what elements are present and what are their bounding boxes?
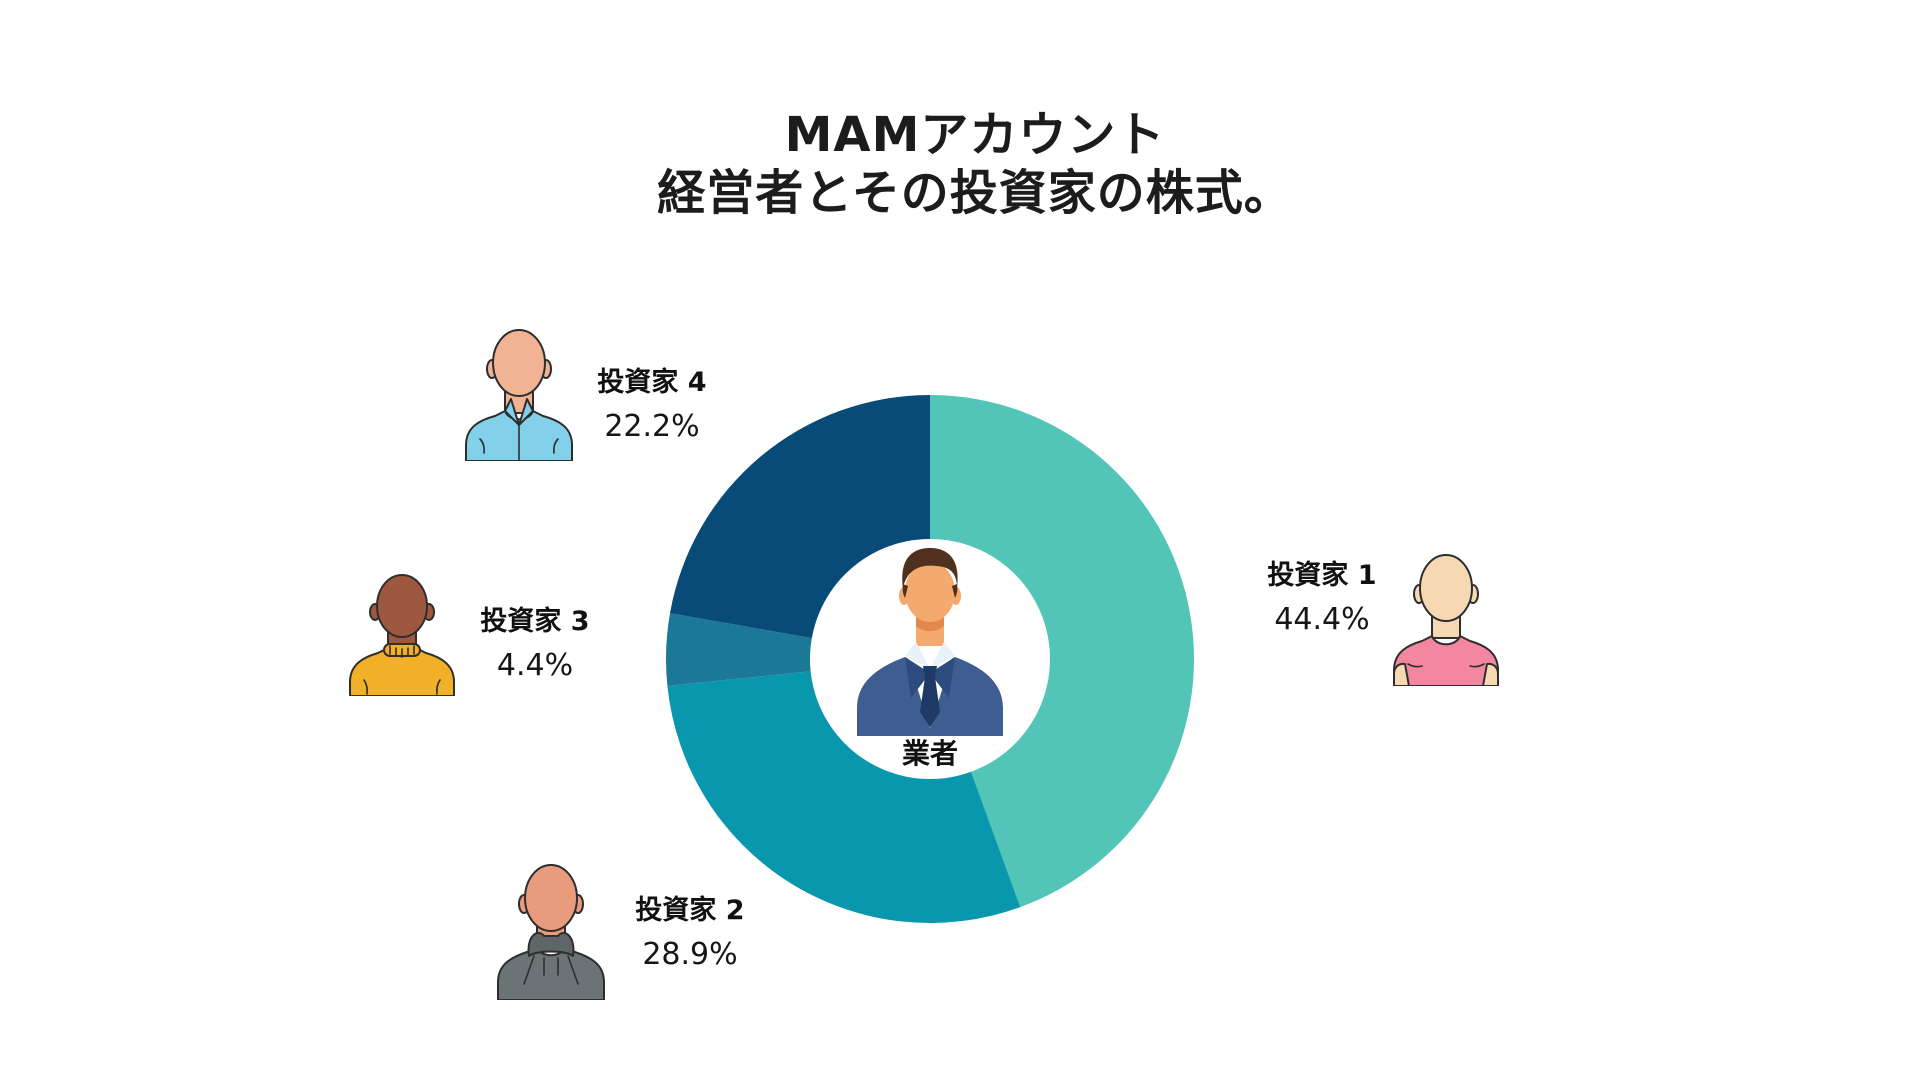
- investor-2-avatar: [497, 864, 605, 1000]
- chart-title: MAMアカウント 経営者とその投資家の株式。: [360, 106, 1590, 222]
- investor-1-label: 投資家 1: [1267, 560, 1377, 591]
- manager-head: [899, 548, 961, 622]
- investor-3-avatar: [349, 574, 455, 696]
- investor-4-percentage: 22.2%: [604, 409, 700, 444]
- manager-hair: [902, 548, 958, 588]
- investor-3-label: 投資家 3: [480, 606, 590, 637]
- investor-4-label: 投資家 4: [597, 367, 707, 398]
- investor-4-avatar: [465, 329, 573, 461]
- manager-tie: [920, 666, 940, 727]
- manager-collar-left: [905, 642, 930, 669]
- investor-3-percentage: 4.4%: [496, 648, 574, 683]
- callout-investor-4: 投資家 4 22.2%: [567, 367, 737, 444]
- chart-title-line2: 経営者とその投資家の株式。: [657, 165, 1293, 221]
- investor-1-avatar: [1393, 554, 1499, 686]
- manager-collar-right: [930, 642, 955, 669]
- manager-illustration: [857, 548, 1003, 736]
- investor-2-label: 投資家 2: [635, 895, 745, 926]
- investor-1-percentage: 44.4%: [1274, 602, 1370, 637]
- center-label: 業者: [901, 737, 958, 770]
- chart-title-line1: MAMアカウント: [784, 107, 1166, 163]
- manager-lapel-right: [930, 657, 955, 698]
- callout-investor-1: 投資家 1 44.4%: [1237, 560, 1407, 637]
- callout-investor-2: 投資家 2 28.9%: [605, 895, 775, 972]
- callout-investor-3: 投資家 3 4.4%: [450, 606, 620, 683]
- pie-segment-investor-1: [930, 395, 1194, 908]
- manager-lapel-left: [905, 657, 930, 698]
- investor-2-percentage: 28.9%: [642, 937, 738, 972]
- pie-segment-investor-3: [666, 613, 930, 686]
